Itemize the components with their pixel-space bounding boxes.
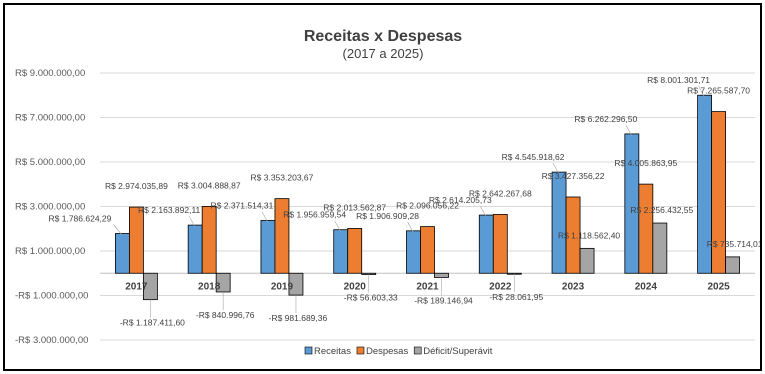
data-label-despesas: R$ 2.096.056,22 [396, 201, 459, 211]
legend-swatch-receitas [304, 346, 313, 355]
legend-swatch-deficit-superavit [413, 346, 422, 355]
bar-despesas-2020 [347, 228, 363, 274]
bar-receitas-2019 [260, 220, 276, 274]
label-leader-line [480, 205, 487, 218]
legend-label-receitas: Receitas [314, 346, 351, 357]
bar-despesas-2023 [565, 196, 581, 274]
x-tick-label: 2023 [562, 281, 585, 292]
x-axis-ticks: 2017 2018 2019 2020 2021 2022 2023 2024 2025 [125, 281, 730, 292]
bar-receitas-2021 [406, 230, 421, 274]
x-tick-label: 2018 [198, 281, 221, 292]
data-label-despesas: R$ 2.013.562,87 [323, 202, 386, 212]
bar-despesas-2021 [420, 226, 435, 274]
legend: Receitas Despesas Déficit/Superávit [304, 346, 493, 357]
y-tick-label: R$ 3.000.000,00 [15, 202, 85, 213]
data-label-despesas: R$ 2.642.267,68 [469, 188, 532, 198]
data-label-deficit-superavit: -R$ 840.996,76 [196, 310, 255, 320]
chart-title: Receitas x Despesas [304, 28, 462, 45]
data-label-receitas: R$ 8.001.301,71 [647, 75, 710, 85]
data-label-deficit-superavit: -R$ 981.689,36 [269, 313, 328, 323]
bar-receitas-2023 [551, 171, 567, 274]
x-tick-label: 2025 [707, 281, 730, 292]
data-label-deficit-superavit: -R$ 56.603,33 [344, 293, 398, 303]
data-label-despesas: R$ 3.427.356,22 [542, 171, 605, 181]
x-tick-label: 2024 [635, 281, 658, 292]
data-label-receitas: R$ 6.262.296,50 [574, 114, 637, 124]
bar-receitas-2020 [333, 229, 349, 274]
bar-despesas-2017 [128, 206, 144, 274]
x-tick-label: 2019 [271, 281, 294, 292]
y-axis-ticks: R$ 9.000.000,00 R$ 7.000.000,00 R$ 5.000.0… [15, 68, 88, 346]
label-leader-line [188, 215, 196, 228]
data-label-despesas: R$ 3.004.888,87 [178, 180, 241, 190]
label-leader-line [552, 162, 560, 175]
legend-swatch-despesas [356, 346, 365, 355]
bar-receitas-2022 [478, 214, 494, 274]
bar-despesas-2022 [492, 214, 508, 274]
data-label-despesas: R$ 7.265.587,70 [687, 86, 750, 96]
data-label-deficit-superavit: R$ 1.118.562,40 [558, 230, 620, 240]
data-label-receitas: R$ 1.906.909,28 [356, 211, 419, 221]
y-tick-label: -R$ 3.000.000,00 [15, 335, 88, 346]
bar-despesas-2024 [638, 183, 654, 274]
bar-despesas-2025 [711, 111, 727, 274]
x-tick-label: 2021 [416, 281, 439, 292]
data-label-deficit-superavit: -R$ 189.146,94 [414, 295, 473, 305]
data-label-deficit-superavit: -R$ 1.187.411,60 [120, 318, 185, 328]
y-tick-label: R$ 1.000.000,00 [15, 246, 85, 257]
chart-canvas: Receitas x Despesas (2017 a 2025) R$ 9.0… [15, 28, 760, 357]
data-label-receitas: R$ 2.371.514,31 [211, 200, 274, 210]
data-label-receitas: R$ 2.614.205,73 [429, 195, 492, 205]
y-tick-label: -R$ 1.000.000,00 [15, 291, 88, 302]
bar-deficit-superavit-2021 [434, 272, 449, 278]
x-tick-label: 2020 [344, 281, 367, 292]
data-label-despesas: R$ 4.005.863,95 [614, 158, 677, 168]
bars [114, 94, 741, 301]
label-leader-line [334, 220, 341, 232]
data-label-receitas: R$ 4.545.918,62 [502, 152, 565, 162]
label-leader-line [698, 86, 705, 98]
data-label-deficit-superavit: -R$ 28.061,95 [489, 292, 543, 302]
bar-deficit-superavit-2020 [361, 272, 377, 275]
bar-receitas-2017 [114, 233, 130, 274]
bar-deficit-superavit-2023 [579, 247, 595, 274]
bar-despesas-2018 [201, 205, 217, 274]
bar-deficit-superavit-2024 [652, 222, 668, 274]
data-label-despesas: R$ 2.974.035,89 [105, 181, 168, 191]
bar-receitas-2018 [187, 224, 203, 274]
label-leader-line [113, 224, 123, 236]
chart-subtitle: (2017 a 2025) [343, 46, 424, 61]
y-tick-label: R$ 7.000.000,00 [15, 113, 85, 124]
data-label-receitas: R$ 2.163.892,11 [138, 205, 200, 215]
bar-despesas-2019 [274, 198, 290, 274]
data-label-deficit-superavit: R$ 2.256.432,55 [630, 205, 693, 215]
data-label-receitas: R$ 1.956.959,54 [283, 210, 346, 220]
chart-frame: Receitas x Despesas (2017 a 2025) R$ 9.0… [3, 3, 762, 371]
label-leader-line [625, 124, 633, 137]
data-label-despesas: R$ 3.353.203,67 [251, 173, 314, 183]
data-label-receitas: R$ 1.786.624,29 [49, 213, 112, 223]
legend-label-deficit-superavit: Déficit/Superávit [423, 346, 493, 357]
bar-deficit-superavit-2025 [725, 256, 741, 274]
label-leader-line [407, 221, 414, 233]
label-leader-line [261, 211, 269, 223]
y-tick-label: R$ 9.000.000,00 [15, 68, 85, 79]
x-tick-label: 2017 [125, 281, 148, 292]
legend-label-despesas: Despesas [366, 346, 408, 357]
data-label-deficit-superavit: R$ 735.714,01 [707, 239, 760, 249]
data-label-leaders [113, 86, 705, 318]
x-tick-label: 2022 [489, 281, 512, 292]
bar-receitas-2024 [624, 133, 640, 274]
data-labels: R$ 1.786.624,29 R$ 2.974.035,89 -R$ 1.187.… [49, 75, 760, 327]
y-tick-label: R$ 5.000.000,00 [15, 157, 85, 168]
